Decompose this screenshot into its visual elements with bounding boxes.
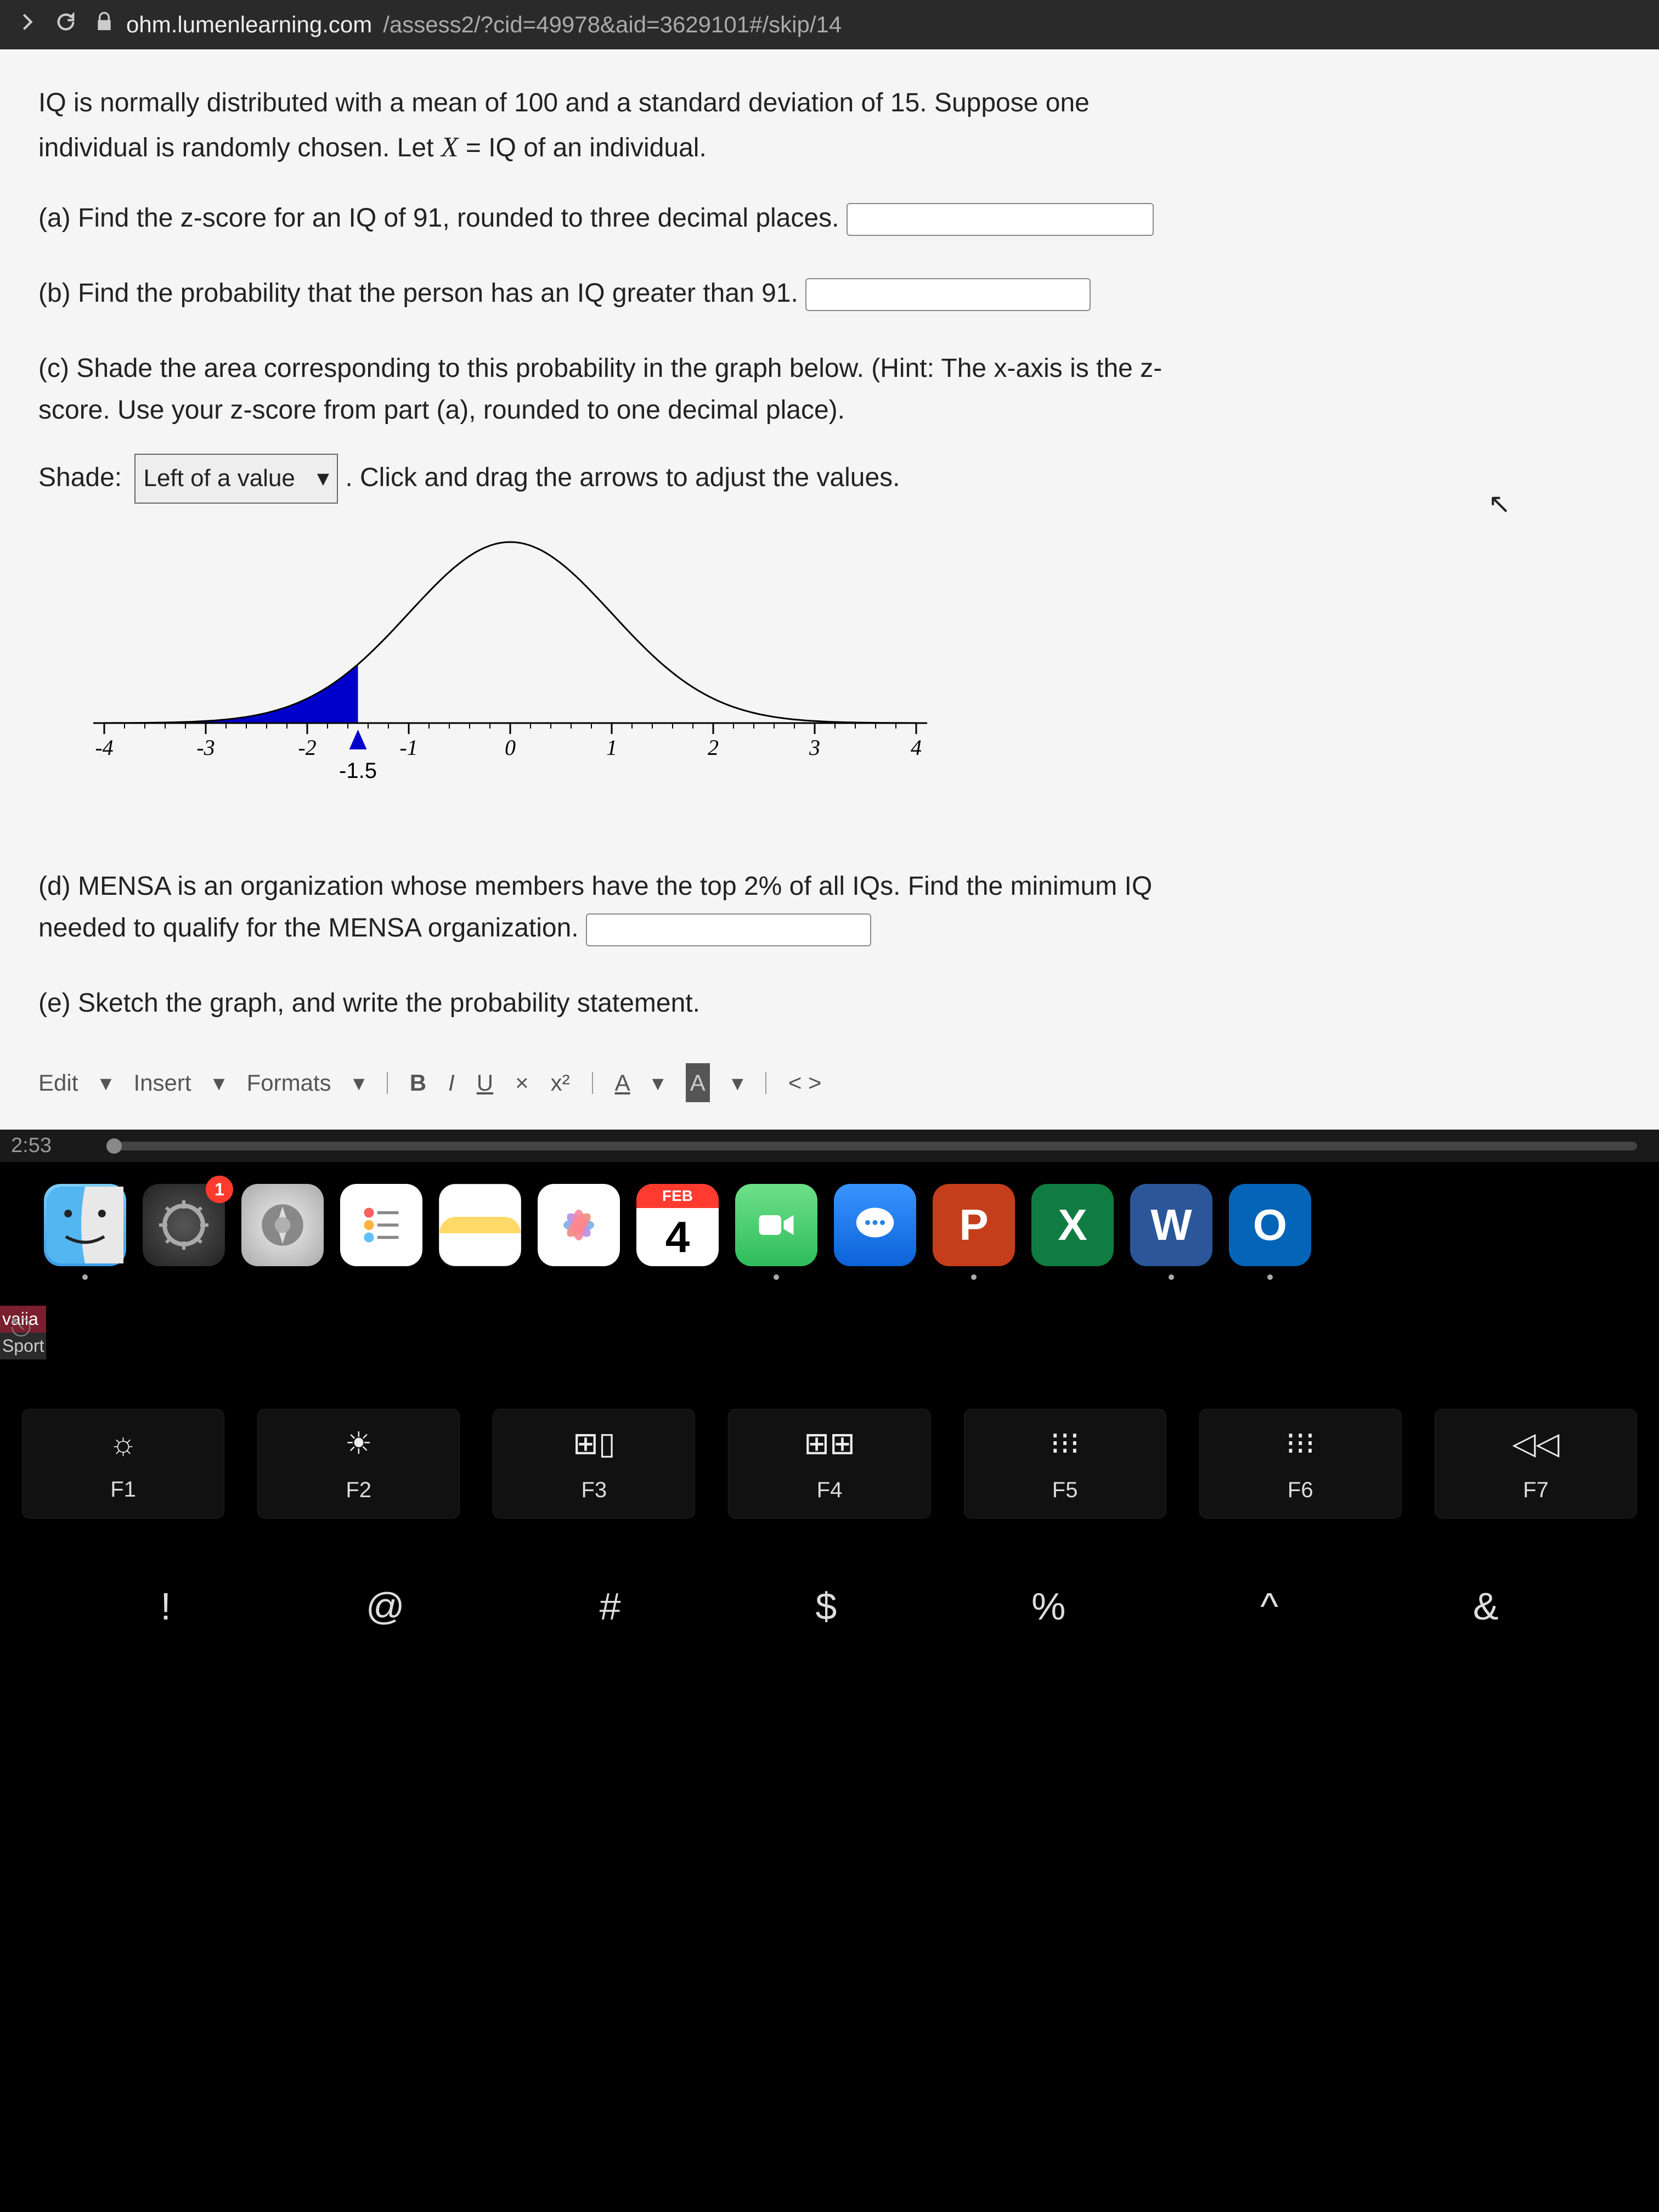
sup-button[interactable]: x²: [551, 1064, 570, 1101]
keyboard: ☼F1 ☀F2 ⊞▯F3 ⊞⊞F4 ⁝⁝⁝F5 ⁝⁝⁝F6 ◁◁F7 ! @ #…: [0, 1299, 1659, 1650]
powerpoint-icon[interactable]: P: [933, 1184, 1015, 1266]
lock-icon: [93, 11, 115, 38]
answer-input-a[interactable]: [847, 203, 1154, 236]
key-f4[interactable]: ⊞⊞F4: [728, 1409, 930, 1519]
key-7[interactable]: &: [1473, 1584, 1499, 1628]
outlook-icon[interactable]: O: [1229, 1184, 1311, 1266]
settings-icon[interactable]: 1: [143, 1184, 225, 1266]
answer-input-d[interactable]: [586, 913, 871, 946]
intro-line-2: individual is randomly chosen. Let X = I…: [38, 125, 1621, 170]
part-c: (c) Shade the area corresponding to this…: [38, 348, 1621, 833]
key-4[interactable]: $: [815, 1584, 837, 1628]
key-1[interactable]: !: [160, 1584, 171, 1628]
key-5[interactable]: %: [1031, 1584, 1065, 1628]
photos-icon[interactable]: [538, 1184, 620, 1266]
variable-x: X: [441, 132, 459, 163]
facetime-icon[interactable]: [735, 1184, 817, 1266]
shade-select[interactable]: Left of a value ▾: [134, 454, 338, 503]
svg-text:-4: -4: [95, 735, 113, 760]
key-f7[interactable]: ◁◁F7: [1435, 1409, 1637, 1519]
shade-controls: Shade: Left of a value ▾ . Click and dra…: [38, 454, 1621, 503]
key-f2[interactable]: ☀F2: [257, 1409, 460, 1519]
launchpad-icon[interactable]: [241, 1184, 324, 1266]
code-button[interactable]: < >: [788, 1064, 822, 1101]
settings-badge: 1: [206, 1176, 233, 1203]
svg-text:4: 4: [911, 735, 922, 760]
key-f3[interactable]: ⊞▯F3: [493, 1409, 695, 1519]
excel-icon[interactable]: X: [1031, 1184, 1114, 1266]
svg-text:-2: -2: [298, 735, 316, 760]
svg-text:1: 1: [606, 735, 617, 760]
address-bar[interactable]: ohm.lumenlearning.com/assess2/?cid=49978…: [93, 11, 842, 38]
key-esc[interactable]: ⎋: [0, 1312, 31, 1343]
edit-menu[interactable]: Edit: [38, 1064, 78, 1101]
key-f6[interactable]: ⁝⁝⁝F6: [1199, 1409, 1402, 1519]
finder-icon[interactable]: [44, 1184, 126, 1266]
forward-icon[interactable]: [16, 11, 38, 38]
editor-toolbar: Edit▾ Insert▾ Formats▾ B I U × x² A▾ A▾ …: [38, 1058, 1621, 1108]
url-host: ohm.lumenlearning.com: [126, 12, 372, 38]
bold-button[interactable]: B: [410, 1064, 426, 1101]
url-path: /assess2/?cid=49978&aid=3629101#/skip/14: [383, 12, 842, 38]
answer-input-b[interactable]: [805, 278, 1091, 311]
italic-button[interactable]: I: [448, 1064, 455, 1101]
question-intro: IQ is normally distributed with a mean o…: [38, 82, 1621, 170]
sub-button[interactable]: ×: [515, 1064, 529, 1101]
svg-text:-1: -1: [399, 735, 417, 760]
normal-distribution-chart[interactable]: ↖ -4-3-2-101234-1.5: [71, 526, 1621, 833]
textcolor-button[interactable]: A: [615, 1064, 630, 1101]
reload-icon[interactable]: [55, 11, 77, 38]
part-e: (e) Sketch the graph, and write the prob…: [38, 983, 1621, 1025]
insert-menu[interactable]: Insert: [133, 1064, 191, 1101]
svg-text:0: 0: [505, 735, 516, 760]
part-b: (b) Find the probability that the person…: [38, 273, 1621, 315]
key-6[interactable]: ^: [1260, 1584, 1278, 1628]
notes-icon[interactable]: [439, 1184, 521, 1266]
formats-menu[interactable]: Formats: [247, 1064, 331, 1101]
reminders-icon[interactable]: [340, 1184, 422, 1266]
browser-toolbar: ohm.lumenlearning.com/assess2/?cid=49978…: [0, 0, 1659, 49]
key-f1[interactable]: ☼F1: [22, 1409, 224, 1519]
underline-button[interactable]: U: [477, 1064, 493, 1101]
macos-dock: 1 FEB 4 P X W: [0, 1162, 1659, 1299]
intro-line-1: IQ is normally distributed with a mean o…: [38, 82, 1621, 125]
part-d: (d) MENSA is an organization whose membe…: [38, 866, 1621, 950]
chevron-down-icon: ▾: [317, 459, 329, 498]
key-2[interactable]: @: [366, 1584, 405, 1628]
mouse-cursor-icon: ↖: [1488, 482, 1511, 526]
media-bar: 2:53: [0, 1130, 1659, 1162]
part-a: (a) Find the z-score for an IQ of 91, ro…: [38, 198, 1621, 240]
word-icon[interactable]: W: [1130, 1184, 1212, 1266]
scrubber[interactable]: [106, 1142, 1637, 1150]
svg-text:-1.5: -1.5: [339, 759, 377, 783]
svg-text:2: 2: [708, 735, 719, 760]
bgcolor-button[interactable]: A: [686, 1063, 710, 1102]
key-f5[interactable]: ⁝⁝⁝F5: [964, 1409, 1166, 1519]
playback-time: 2:53: [11, 1134, 52, 1158]
page-content: IQ is normally distributed with a mean o…: [0, 49, 1659, 1130]
calendar-icon[interactable]: FEB 4: [636, 1184, 719, 1266]
messages-icon[interactable]: [834, 1184, 916, 1266]
svg-text:-3: -3: [196, 735, 215, 760]
key-3[interactable]: #: [600, 1584, 621, 1628]
svg-text:3: 3: [809, 735, 820, 760]
